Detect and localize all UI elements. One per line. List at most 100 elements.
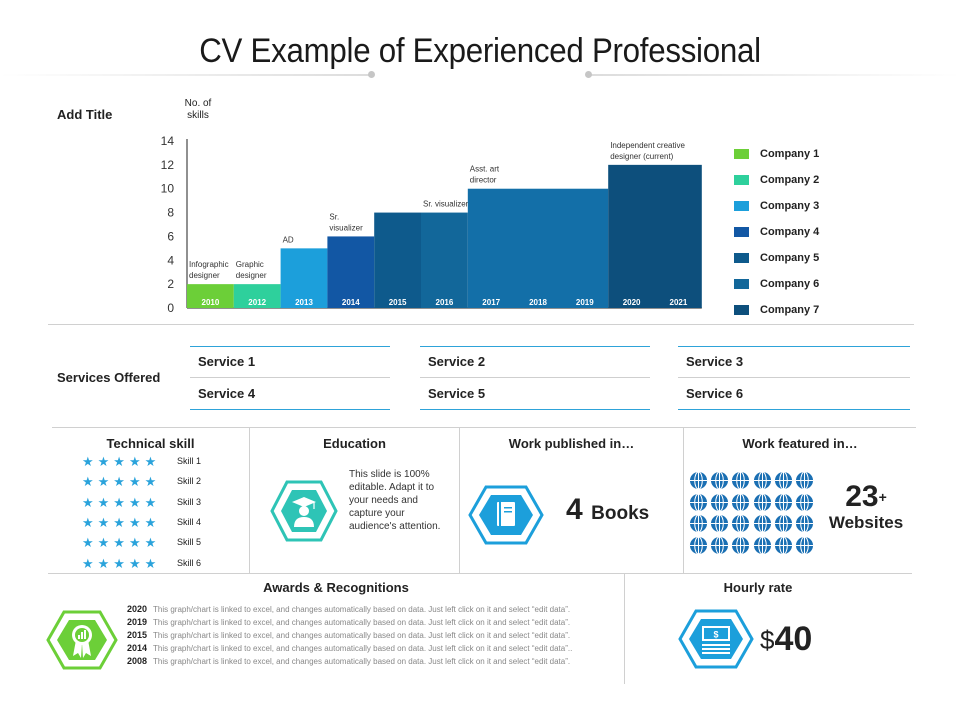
legend-item: Company 6: [734, 277, 819, 291]
globe-icon: [774, 514, 792, 533]
hourly-currency: $: [760, 625, 775, 655]
service-item-1: Service 1: [198, 354, 256, 369]
y-tick-label: 2: [167, 277, 174, 291]
award-row: 2020 This graph/chart is linked to excel,…: [127, 603, 572, 616]
award-row: 2014 This graph/chart is linked to excel,…: [127, 642, 572, 655]
service-item-2: Service 2: [428, 354, 486, 369]
globe-icon: [795, 492, 814, 512]
award-year: 2020: [127, 604, 148, 614]
y-tick-label: 0: [167, 301, 174, 315]
page-title: CV Example of Experienced Professional: [199, 32, 761, 70]
role-annotation: designer: [189, 271, 220, 280]
legend-label: Company 2: [760, 174, 820, 186]
skill-label: Skill 1: [177, 456, 202, 466]
legend-swatch: [734, 253, 749, 263]
service-rule: [678, 409, 910, 410]
education-text-line: This slide is 100%: [349, 469, 430, 480]
chart-bar: [327, 236, 375, 308]
service-rule: [420, 409, 650, 410]
legend-item: Company 7: [734, 303, 819, 317]
chart-bar: [374, 212, 421, 308]
service-rule: [190, 409, 390, 410]
hourly-amount: 40: [774, 620, 813, 658]
globe-icon: [711, 471, 729, 490]
role-annotation: Sr.: [329, 212, 339, 221]
legend-label: Company 3: [760, 200, 820, 212]
star-rating: ★★★★★: [82, 514, 161, 530]
award-row: 2019 This graph/chart is linked to excel,…: [127, 616, 572, 629]
legend-item: Company 5: [734, 251, 819, 265]
chart-bar: [421, 212, 468, 308]
work-featured-title: Work featured in…: [742, 436, 858, 451]
y-tick-label: 12: [161, 158, 175, 172]
websites-stat: 23+ Websites: [828, 480, 904, 533]
globe-icon: [711, 514, 729, 533]
books-unit: Books: [591, 503, 650, 524]
globe-icon: [711, 535, 729, 555]
service-rule: [678, 346, 910, 347]
year-label: 2014: [342, 298, 360, 307]
role-annotation: visualizer: [329, 223, 363, 232]
globe-icon: [689, 514, 708, 533]
books-count: 4: [566, 493, 583, 526]
service-rule: [190, 377, 390, 378]
globe-icon: [732, 492, 750, 512]
skills-chart: 0 2 4 6 8 10 12 14 2010 Infographic designer 2012 Gr…: [161, 134, 702, 315]
legend-label: Company 4: [760, 226, 820, 238]
y-axis-label-line2: skills: [187, 110, 209, 121]
globe-icon: [732, 514, 750, 533]
skill-label: Skill 4: [177, 516, 202, 527]
award-year: 2015: [127, 630, 148, 640]
hourly-title: Hourly rate: [723, 580, 793, 595]
title-dot-left: [368, 71, 375, 78]
service-item-6: Service 6: [686, 386, 744, 401]
role-annotation: Graphic: [236, 260, 264, 269]
year-label: 2012: [248, 298, 266, 307]
globe-icon: [689, 535, 708, 555]
award-row: 2008 This graph/chart is linked to excel,…: [127, 655, 572, 668]
role-annotation: designer: [236, 271, 267, 280]
legend-swatch: [734, 149, 749, 159]
award-row: 2015 This graph/chart is linked to excel,…: [127, 629, 572, 642]
education-text-line: editable. Adapt it to: [349, 482, 435, 493]
year-label: 2010: [202, 298, 220, 307]
skill-label: Skill 3: [177, 496, 202, 507]
divider-v1: [249, 428, 250, 573]
year-label: 2020: [623, 298, 641, 307]
chart-bar: [187, 284, 234, 308]
websites-unit: Websites: [828, 513, 904, 532]
service-rule: [678, 377, 910, 378]
legend-label: Company 7: [760, 304, 820, 316]
award-year: 2019: [127, 617, 148, 627]
globe-icon: [753, 514, 771, 533]
year-label: 2021: [670, 298, 688, 307]
skill-label: Skill 6: [177, 557, 202, 568]
y-axis-label: No. of skills: [176, 98, 220, 122]
globe-icon: [689, 492, 708, 512]
chart-bar: [467, 188, 609, 308]
role-annotation: AD: [283, 235, 294, 244]
legend-swatch: [734, 305, 749, 315]
service-item-4: Service 4: [198, 386, 256, 401]
divider-chart: [48, 324, 914, 325]
award-text: This graph/chart is linked to excel, and…: [153, 618, 571, 627]
legend-item: Company 3: [734, 199, 819, 213]
legend-item: Company 4: [734, 225, 819, 239]
chart-bar: [608, 164, 702, 308]
role-annotation: Sr. visualizer: [423, 200, 469, 209]
year-label: 2019: [576, 298, 594, 307]
svg-text:$: $: [713, 630, 718, 640]
divider-sections-top: [52, 427, 916, 428]
star-rating: ★★★★★: [82, 474, 161, 490]
year-label: 2013: [295, 298, 313, 307]
globe-icon: [774, 471, 792, 490]
chart-heading: Add Title: [57, 107, 113, 122]
legend-swatch: [734, 227, 749, 237]
chart-bar: [233, 284, 281, 308]
globe-icon: [732, 471, 750, 490]
work-published-title: Work published in…: [508, 436, 635, 451]
award-year: 2014: [127, 643, 148, 653]
book-icon: [468, 485, 544, 545]
role-annotation: Independent creative: [610, 141, 685, 150]
award-ribbon-icon: [46, 610, 118, 670]
